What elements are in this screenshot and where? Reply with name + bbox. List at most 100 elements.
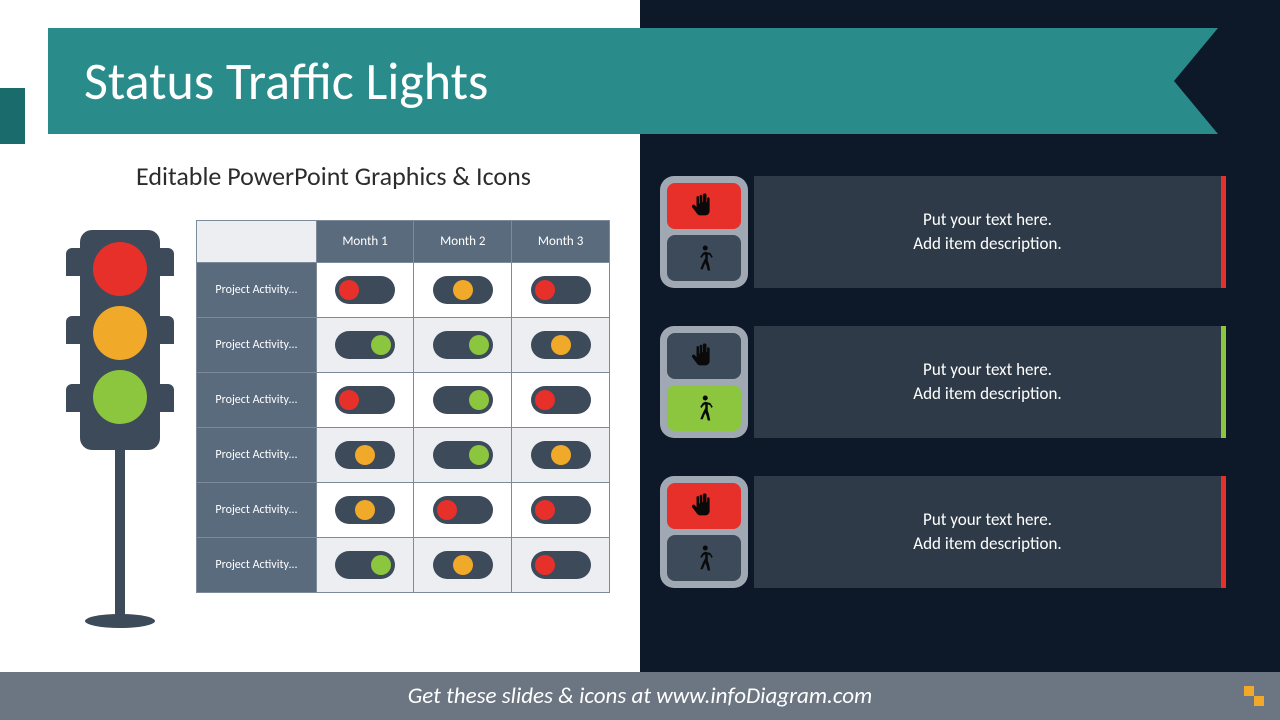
status-cell	[414, 428, 512, 483]
status-pill	[335, 276, 395, 304]
status-dot	[469, 445, 489, 465]
walk-person-icon	[667, 385, 741, 431]
status-pill	[531, 386, 591, 414]
col-header: Month 3	[512, 221, 610, 263]
status-dot	[371, 335, 391, 355]
status-pill	[335, 386, 395, 414]
card-line2: Add item description.	[913, 532, 1061, 556]
status-card: Put your text here.Add item description.	[660, 476, 1226, 588]
card-body: Put your text here.Add item description.	[754, 476, 1221, 588]
status-cell	[414, 483, 512, 538]
status-cell	[512, 263, 610, 318]
status-dot	[355, 500, 375, 520]
pedestrian-signal-icon	[660, 176, 748, 288]
status-cell	[316, 483, 414, 538]
row-label: Project Activity…	[197, 263, 317, 318]
banner-shadow	[0, 88, 25, 144]
row-label: Project Activity…	[197, 538, 317, 593]
traffic-light-icon	[64, 230, 176, 650]
card-body: Put your text here.Add item description.	[754, 326, 1221, 438]
card-line2: Add item description.	[913, 232, 1061, 256]
status-cell	[512, 373, 610, 428]
status-cell	[316, 428, 414, 483]
table-corner	[197, 221, 317, 263]
status-pill	[335, 441, 395, 469]
status-dot	[437, 500, 457, 520]
status-cell	[414, 318, 512, 373]
status-pill	[433, 386, 493, 414]
status-pill	[433, 551, 493, 579]
col-header: Month 2	[414, 221, 512, 263]
status-dot	[453, 280, 473, 300]
status-pill	[531, 551, 591, 579]
status-cell	[316, 318, 414, 373]
row-label: Project Activity…	[197, 373, 317, 428]
status-cell	[512, 538, 610, 593]
row-label: Project Activity…	[197, 318, 317, 373]
footer-bar: Get these slides & icons at www.infoDiag…	[0, 672, 1280, 720]
status-pill	[531, 276, 591, 304]
status-cell	[512, 483, 610, 538]
stop-hand-icon	[667, 333, 741, 379]
pedestrian-signal-icon	[660, 326, 748, 438]
status-table: Month 1 Month 2 Month 3 Project Activity…	[196, 220, 610, 593]
status-pill	[433, 276, 493, 304]
stop-hand-icon	[667, 183, 741, 229]
card-line1: Put your text here.	[923, 508, 1052, 532]
yellow-light	[93, 306, 147, 360]
status-cell	[316, 263, 414, 318]
card-line1: Put your text here.	[923, 358, 1052, 382]
status-dot	[535, 280, 555, 300]
status-cell	[414, 373, 512, 428]
status-card: Put your text here.Add item description.	[660, 176, 1226, 288]
red-light	[93, 242, 147, 296]
footer-text: Get these slides & icons at www.infoDiag…	[408, 682, 872, 710]
status-cell	[316, 538, 414, 593]
logo-icon	[1242, 684, 1266, 708]
status-pill	[433, 441, 493, 469]
stop-hand-icon	[667, 483, 741, 529]
status-cell	[512, 318, 610, 373]
status-dot	[469, 390, 489, 410]
card-accent	[1221, 326, 1226, 438]
status-pill	[433, 331, 493, 359]
card-body: Put your text here.Add item description.	[754, 176, 1221, 288]
status-dot	[469, 335, 489, 355]
status-cell	[414, 538, 512, 593]
status-dot	[535, 390, 555, 410]
status-pill	[531, 496, 591, 524]
card-accent	[1221, 476, 1226, 588]
status-pill	[433, 496, 493, 524]
status-cell	[316, 373, 414, 428]
status-dot	[339, 390, 359, 410]
row-label: Project Activity…	[197, 483, 317, 538]
status-dot	[535, 555, 555, 575]
pedestrian-signal-icon	[660, 476, 748, 588]
status-cell	[414, 263, 512, 318]
status-dot	[339, 280, 359, 300]
status-dot	[371, 555, 391, 575]
walk-person-icon	[667, 235, 741, 281]
status-pill	[335, 496, 395, 524]
status-dot	[535, 500, 555, 520]
card-line1: Put your text here.	[923, 208, 1052, 232]
row-label: Project Activity…	[197, 428, 317, 483]
card-line2: Add item description.	[913, 382, 1061, 406]
status-dot	[453, 555, 473, 575]
status-pill	[531, 331, 591, 359]
status-cell	[512, 428, 610, 483]
walk-person-icon	[667, 535, 741, 581]
status-dot	[551, 335, 571, 355]
green-light	[93, 370, 147, 424]
status-dot	[355, 445, 375, 465]
status-pill	[335, 551, 395, 579]
col-header: Month 1	[316, 221, 414, 263]
page-title: Status Traffic Lights	[84, 49, 488, 113]
status-pill	[335, 331, 395, 359]
status-card: Put your text here.Add item description.	[660, 326, 1226, 438]
subtitle: Editable PowerPoint Graphics & Icons	[136, 160, 531, 192]
status-dot	[551, 445, 571, 465]
status-pill	[531, 441, 591, 469]
card-accent	[1221, 176, 1226, 288]
title-banner: Status Traffic Lights	[48, 28, 1218, 134]
